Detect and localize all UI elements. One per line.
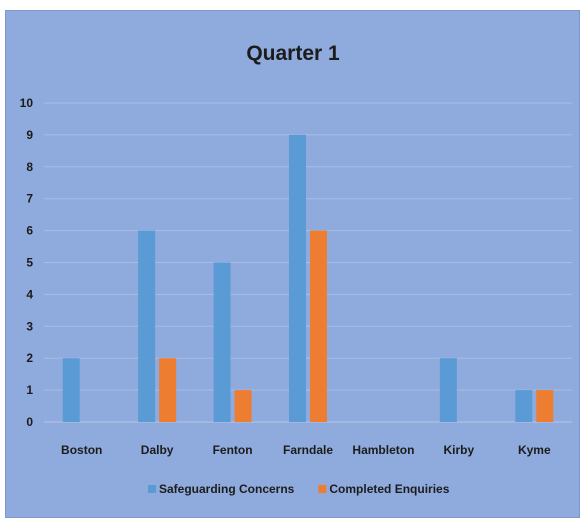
- bar-completed-enquiries: [159, 358, 176, 422]
- bar-safeguarding-concerns: [138, 231, 155, 422]
- bar-completed-enquiries: [310, 231, 327, 422]
- legend: Safeguarding Concerns Completed Enquiries: [148, 482, 450, 496]
- y-tick-label: 7: [26, 192, 33, 206]
- x-tick-label: Fenton: [213, 443, 253, 457]
- chart-title: Quarter 1: [246, 42, 340, 65]
- gridlines: [44, 103, 572, 422]
- y-axis-ticks: 0 1 2 3 4 5 6 7 8 9 10: [20, 96, 34, 429]
- y-tick-label: 9: [26, 128, 33, 142]
- y-tick-label: 4: [26, 287, 33, 301]
- bar-safeguarding-concerns: [440, 358, 457, 422]
- bar-safeguarding-concerns: [214, 263, 231, 423]
- legend-swatch: [318, 485, 326, 493]
- x-axis-ticks: Boston Dalby Fenton Farndale Hambleton Kirby K…: [61, 443, 551, 457]
- y-tick-label: 2: [26, 351, 33, 365]
- legend-swatch: [148, 485, 156, 493]
- y-tick-label: 5: [26, 256, 33, 270]
- y-tick-label: 0: [26, 415, 33, 429]
- y-tick-label: 8: [26, 160, 33, 174]
- y-tick-label: 10: [20, 96, 34, 110]
- legend-label: Completed Enquiries: [329, 482, 449, 496]
- x-tick-label: Farndale: [283, 443, 333, 457]
- x-tick-label: Boston: [61, 443, 102, 457]
- x-tick-label: Kyme: [518, 443, 551, 457]
- y-tick-label: 6: [26, 224, 33, 238]
- bar-safeguarding-concerns: [63, 358, 80, 422]
- bar-completed-enquiries: [235, 390, 252, 422]
- bar-safeguarding-concerns: [289, 135, 306, 422]
- x-tick-label: Kirby: [444, 443, 475, 457]
- legend-label: Safeguarding Concerns: [159, 482, 295, 496]
- y-tick-label: 3: [26, 319, 33, 333]
- x-tick-label: Dalby: [141, 443, 174, 457]
- bar-safeguarding-concerns: [515, 390, 532, 422]
- bars: [63, 135, 554, 422]
- y-tick-label: 1: [26, 383, 33, 397]
- x-tick-label: Hambleton: [352, 443, 414, 457]
- bar-completed-enquiries: [536, 390, 553, 422]
